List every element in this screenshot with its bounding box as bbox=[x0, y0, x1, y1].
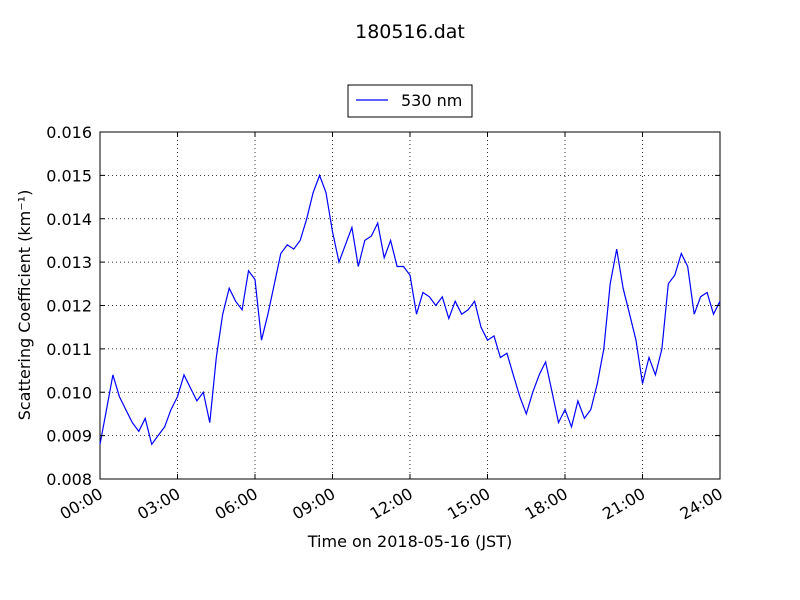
y-tick-label: 0.014 bbox=[46, 210, 92, 229]
grid bbox=[100, 132, 720, 479]
chart-title: 180516.dat bbox=[355, 21, 465, 43]
y-tick-label: 0.012 bbox=[46, 297, 92, 316]
y-tick-label: 0.011 bbox=[46, 340, 92, 359]
y-tick-label: 0.010 bbox=[46, 383, 92, 402]
y-tick-label: 0.008 bbox=[46, 470, 92, 489]
legend: 530 nm bbox=[347, 84, 473, 118]
y-tick-label: 0.015 bbox=[46, 166, 92, 185]
x-axis-title: Time on 2018-05-16 (JST) bbox=[307, 532, 512, 551]
series-line-530nm bbox=[99, 173, 721, 446]
legend-frame bbox=[347, 84, 473, 118]
y-tick-label: 0.009 bbox=[46, 427, 92, 446]
y-axis-ticks: 0.008 0.009 0.010 0.011 0.012 0.013 0.014 0.015… bbox=[46, 123, 720, 489]
y-axis-title: Scattering Coefficient (km⁻¹) bbox=[15, 190, 34, 421]
y-tick-label: 0.016 bbox=[46, 123, 92, 142]
y-tick-label: 0.013 bbox=[46, 253, 92, 272]
legend-label: 530 nm bbox=[401, 91, 462, 110]
